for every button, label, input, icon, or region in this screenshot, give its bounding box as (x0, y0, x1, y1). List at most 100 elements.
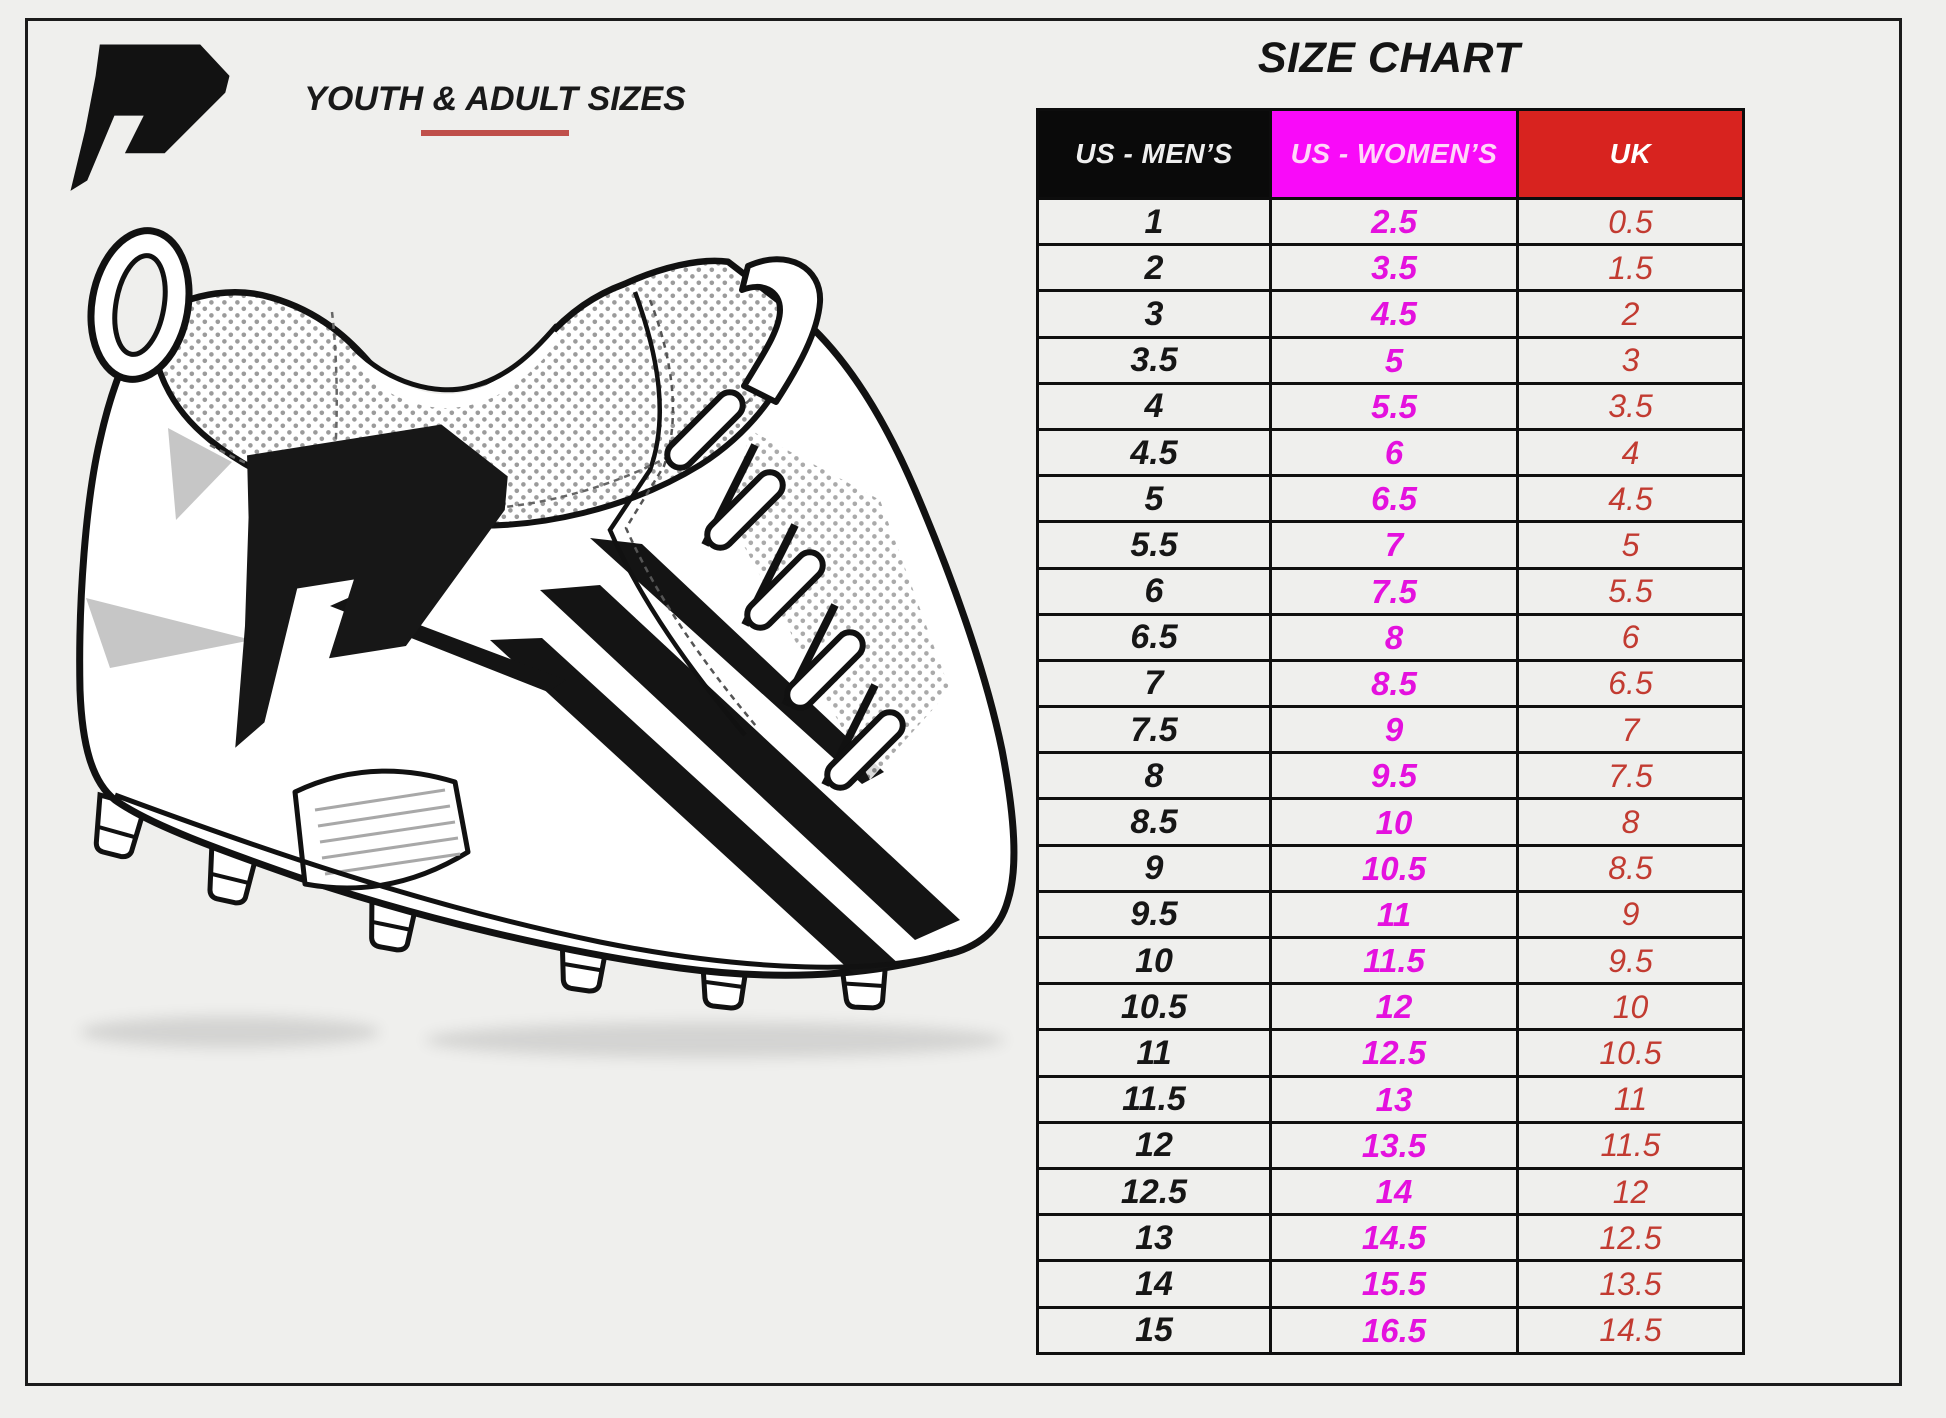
size-cell: 9 (1516, 889, 1745, 940)
table-row: 4.5 6 4 (1036, 427, 1745, 478)
size-cell: 2 (1516, 289, 1745, 339)
size-cell: 8 (1036, 751, 1272, 801)
size-cell: 4.5 (1269, 289, 1519, 339)
size-cell: 5 (1269, 335, 1519, 385)
size-cell: 3.5 (1036, 335, 1272, 385)
size-cell: 9.5 (1036, 889, 1272, 940)
size-cell: 14.5 (1269, 1213, 1519, 1263)
size-cell: 14 (1036, 1259, 1272, 1309)
size-cell: 10 (1269, 797, 1519, 847)
size-cell: 11 (1036, 1028, 1272, 1078)
size-cell: 12 (1516, 1166, 1745, 1217)
size-table-body: 1 2.5 0.5 2 3.5 1.5 3 4.5 2 3.5 5 3 4 5.5 3.5 4.5 6 4 5 6.5… (1036, 196, 1745, 1355)
size-cell: 7 (1269, 520, 1519, 570)
size-cell: 15 (1036, 1305, 1272, 1355)
size-cell: 7.5 (1516, 751, 1745, 801)
subtitle-block: YOUTH & ADULT SIZES (275, 80, 715, 136)
size-cell: 12.5 (1516, 1213, 1745, 1263)
table-row: 10.5 12 10 (1036, 982, 1745, 1032)
size-cell: 13 (1269, 1074, 1519, 1124)
size-cell: 6.5 (1269, 474, 1519, 524)
size-cell: 13.5 (1516, 1259, 1745, 1309)
table-row: 12.5 14 12 (1036, 1166, 1745, 1217)
column-header: UK (1516, 108, 1745, 200)
size-cell: 10 (1516, 982, 1745, 1032)
size-cell: 16.5 (1269, 1305, 1519, 1355)
table-row: 8.5 10 8 (1036, 797, 1745, 847)
size-cell: 5 (1036, 474, 1272, 524)
size-cell: 3 (1516, 335, 1745, 385)
shoe-shadow (425, 1022, 1005, 1058)
size-cell: 9 (1269, 705, 1519, 755)
size-cell: 5.5 (1516, 566, 1745, 616)
table-row: 15 16.5 14.5 (1036, 1305, 1745, 1355)
table-row: 9.5 11 9 (1036, 889, 1745, 940)
column-header: US - MEN’S (1036, 108, 1272, 200)
size-cell: 8.5 (1036, 797, 1272, 847)
subtitle-text: YOUTH & ADULT SIZES (304, 80, 686, 118)
size-cell: 11.5 (1269, 935, 1519, 986)
size-cell: 11 (1516, 1074, 1745, 1124)
size-cell: 11 (1269, 889, 1519, 940)
size-cell: 0.5 (1516, 196, 1745, 247)
phenom-p-logo-icon (70, 44, 230, 191)
table-row: 9 10.5 8.5 (1036, 843, 1745, 893)
table-row: 14 15.5 13.5 (1036, 1259, 1745, 1309)
size-cell: 10.5 (1036, 982, 1272, 1032)
size-cell: 8.5 (1516, 843, 1745, 893)
page-border-frame (25, 18, 1902, 1386)
size-cell: 9.5 (1269, 751, 1519, 801)
table-row: 5.5 7 5 (1036, 520, 1745, 570)
size-cell: 7 (1516, 705, 1745, 755)
size-cell: 11.5 (1036, 1074, 1272, 1124)
size-table: US - MEN’S US - WOMEN’S UK 1 2.5 0.5 2 3.5 1.5 3… (1036, 108, 1745, 1355)
table-row: 8 9.5 7.5 (1036, 751, 1745, 801)
size-cell: 10.5 (1516, 1028, 1745, 1078)
size-cell: 6 (1269, 427, 1519, 478)
size-cell: 12 (1036, 1120, 1272, 1170)
size-cell: 12 (1269, 982, 1519, 1032)
table-row: 4 5.5 3.5 (1036, 381, 1745, 431)
size-cell: 7.5 (1269, 566, 1519, 616)
size-cell: 5.5 (1036, 520, 1272, 570)
subtitle-underline (421, 130, 569, 136)
size-cell: 3.5 (1516, 381, 1745, 431)
table-row: 11 12.5 10.5 (1036, 1028, 1745, 1078)
size-cell: 12.5 (1269, 1028, 1519, 1078)
table-row: 11.5 13 11 (1036, 1074, 1745, 1124)
size-cell: 7.5 (1036, 705, 1272, 755)
size-cell: 1 (1036, 196, 1272, 247)
size-cell: 1.5 (1516, 243, 1745, 293)
size-cell: 7 (1036, 658, 1272, 709)
column-header: US - WOMEN’S (1269, 108, 1519, 200)
size-cell: 10 (1036, 935, 1272, 986)
size-cell: 4 (1036, 381, 1272, 431)
table-row: 7 8.5 6.5 (1036, 658, 1745, 709)
size-cell: 2.5 (1269, 196, 1519, 247)
size-cell: 5.5 (1269, 381, 1519, 431)
size-cell: 8.5 (1269, 658, 1519, 709)
table-row: 1 2.5 0.5 (1036, 196, 1745, 247)
size-cell: 4.5 (1516, 474, 1745, 524)
size-cell: 9 (1036, 843, 1272, 893)
table-row: 12 13.5 11.5 (1036, 1120, 1745, 1170)
table-row: 5 6.5 4.5 (1036, 474, 1745, 524)
table-row: 7.5 9 7 (1036, 705, 1745, 755)
table-row: 2 3.5 1.5 (1036, 243, 1745, 293)
size-cell: 6 (1516, 612, 1745, 662)
size-cell: 14.5 (1516, 1305, 1745, 1355)
size-cell: 2 (1036, 243, 1272, 293)
size-cell: 4.5 (1036, 427, 1272, 478)
lace-straps (664, 389, 906, 791)
table-row: 6 7.5 5.5 (1036, 566, 1745, 616)
size-cell: 6 (1036, 566, 1272, 616)
size-cell: 8 (1516, 797, 1745, 847)
cleat-illustration (76, 227, 1018, 1058)
size-cell: 8 (1269, 612, 1519, 662)
size-cell: 14 (1269, 1166, 1519, 1217)
size-cell: 10.5 (1269, 843, 1519, 893)
shoe-shadow (80, 1016, 380, 1048)
table-row: 3 4.5 2 (1036, 289, 1745, 339)
size-cell: 6.5 (1036, 612, 1272, 662)
